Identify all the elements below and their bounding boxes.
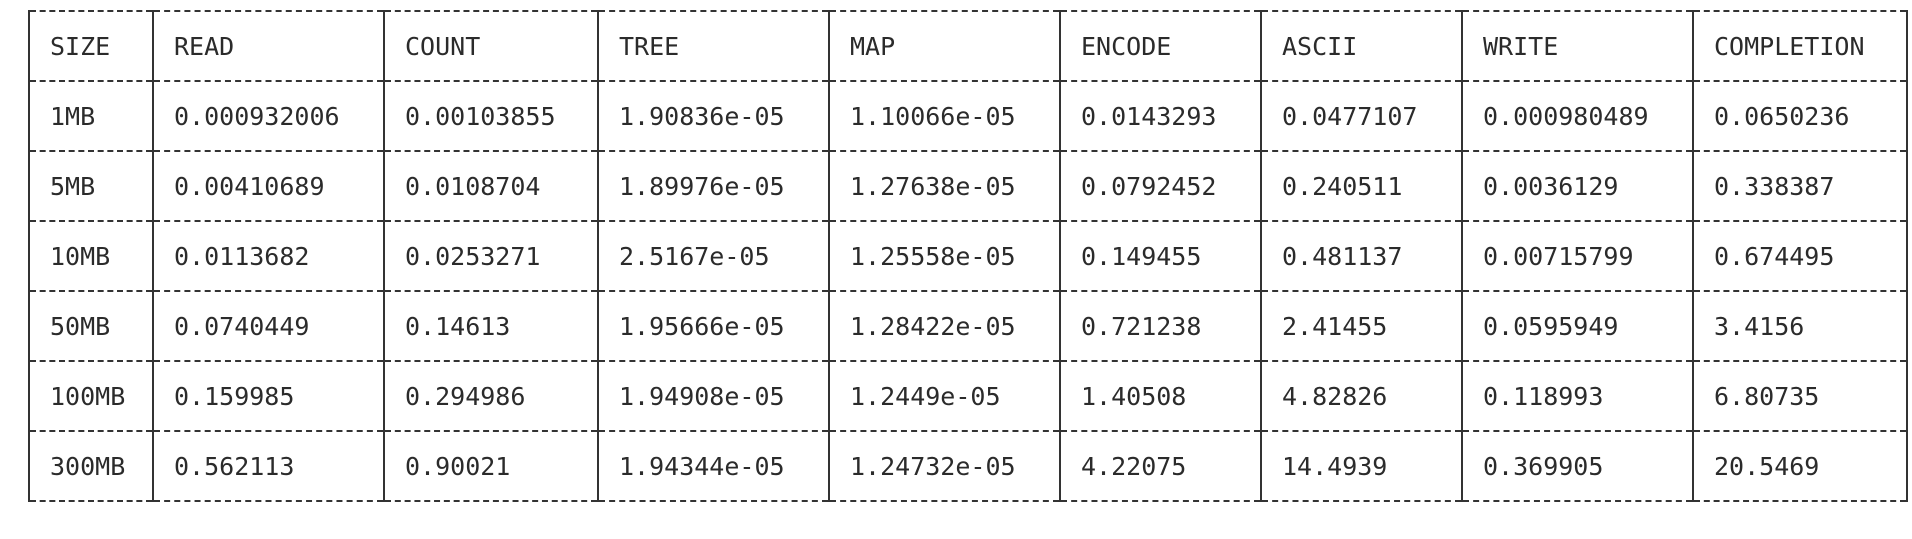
table-row: 300MB 0.562113 0.90021 1.94344e-05 1.24732e-… <box>28 430 1908 502</box>
table-cell-read: 0.562113 <box>152 430 385 502</box>
benchmark-table-container: SIZE READ COUNT TREE MAP ENCODE ASCII WRITE COMP… <box>28 10 1908 502</box>
column-header-read: READ <box>152 10 385 82</box>
table-cell-write: 0.0036129 <box>1461 150 1694 222</box>
column-header-count: COUNT <box>383 10 599 82</box>
table-cell-ascii: 0.0477107 <box>1260 80 1463 152</box>
table-cell-write: 0.369905 <box>1461 430 1694 502</box>
table-cell-count: 0.00103855 <box>383 80 599 152</box>
column-header-tree: TREE <box>597 10 830 82</box>
table-cell-read: 0.0113682 <box>152 220 385 292</box>
table-cell-read: 0.00410689 <box>152 150 385 222</box>
table-row: 50MB 0.0740449 0.14613 1.95666e-05 1.28422e-… <box>28 290 1908 362</box>
table-cell-encode: 0.0792452 <box>1059 150 1262 222</box>
table-cell-read: 0.0740449 <box>152 290 385 362</box>
table-cell-count: 0.294986 <box>383 360 599 432</box>
table-cell-size: 1MB <box>28 80 154 152</box>
table-cell-map: 1.28422e-05 <box>828 290 1061 362</box>
column-header-completion: COMPLETION <box>1692 10 1908 82</box>
table-cell-size: 5MB <box>28 150 154 222</box>
table-cell-encode: 0.721238 <box>1059 290 1262 362</box>
table-cell-encode: 4.22075 <box>1059 430 1262 502</box>
table-cell-map: 1.2449e-05 <box>828 360 1061 432</box>
column-header-size: SIZE <box>28 10 154 82</box>
table-cell-size: 100MB <box>28 360 154 432</box>
table-cell-ascii: 4.82826 <box>1260 360 1463 432</box>
table-cell-size: 50MB <box>28 290 154 362</box>
table-cell-map: 1.25558e-05 <box>828 220 1061 292</box>
table-cell-tree: 2.5167e-05 <box>597 220 830 292</box>
table-row: 1MB 0.000932006 0.00103855 1.90836e-05 1.100… <box>28 80 1908 152</box>
table-cell-ascii: 2.41455 <box>1260 290 1463 362</box>
table-cell-completion: 0.0650236 <box>1692 80 1908 152</box>
table-cell-map: 1.24732e-05 <box>828 430 1061 502</box>
table-cell-encode: 0.0143293 <box>1059 80 1262 152</box>
column-header-write: WRITE <box>1461 10 1694 82</box>
table-row: 10MB 0.0113682 0.0253271 2.5167e-05 1.25558e… <box>28 220 1908 292</box>
table-row: 100MB 0.159985 0.294986 1.94908e-05 1.2449e-… <box>28 360 1908 432</box>
table-cell-completion: 3.4156 <box>1692 290 1908 362</box>
table-body: SIZE READ COUNT TREE MAP ENCODE ASCII WRITE COMP… <box>28 10 1908 502</box>
benchmark-table: SIZE READ COUNT TREE MAP ENCODE ASCII WRITE COMP… <box>28 10 1908 502</box>
table-cell-size: 10MB <box>28 220 154 292</box>
column-header-ascii: ASCII <box>1260 10 1463 82</box>
table-cell-ascii: 0.240511 <box>1260 150 1463 222</box>
table-cell-count: 0.0253271 <box>383 220 599 292</box>
table-cell-ascii: 0.481137 <box>1260 220 1463 292</box>
table-cell-completion: 0.674495 <box>1692 220 1908 292</box>
table-cell-encode: 1.40508 <box>1059 360 1262 432</box>
table-cell-count: 0.0108704 <box>383 150 599 222</box>
table-cell-completion: 20.5469 <box>1692 430 1908 502</box>
column-header-encode: ENCODE <box>1059 10 1262 82</box>
table-cell-write: 0.118993 <box>1461 360 1694 432</box>
table-cell-completion: 0.338387 <box>1692 150 1908 222</box>
table-cell-write: 0.00715799 <box>1461 220 1694 292</box>
table-cell-ascii: 14.4939 <box>1260 430 1463 502</box>
table-cell-encode: 0.149455 <box>1059 220 1262 292</box>
table-cell-tree: 1.90836e-05 <box>597 80 830 152</box>
table-cell-tree: 1.94344e-05 <box>597 430 830 502</box>
table-cell-map: 1.10066e-05 <box>828 80 1061 152</box>
column-header-map: MAP <box>828 10 1061 82</box>
table-cell-tree: 1.95666e-05 <box>597 290 830 362</box>
table-cell-write: 0.0595949 <box>1461 290 1694 362</box>
table-cell-size: 300MB <box>28 430 154 502</box>
header-row: SIZE READ COUNT TREE MAP ENCODE ASCII WRITE COMP… <box>28 10 1908 82</box>
table-cell-completion: 6.80735 <box>1692 360 1908 432</box>
table-cell-read: 0.159985 <box>152 360 385 432</box>
table-cell-map: 1.27638e-05 <box>828 150 1061 222</box>
table-cell-count: 0.14613 <box>383 290 599 362</box>
table-cell-tree: 1.89976e-05 <box>597 150 830 222</box>
table-row: 5MB 0.00410689 0.0108704 1.89976e-05 1.27638… <box>28 150 1908 222</box>
table-cell-tree: 1.94908e-05 <box>597 360 830 432</box>
table-cell-write: 0.000980489 <box>1461 80 1694 152</box>
table-cell-read: 0.000932006 <box>152 80 385 152</box>
table-cell-count: 0.90021 <box>383 430 599 502</box>
